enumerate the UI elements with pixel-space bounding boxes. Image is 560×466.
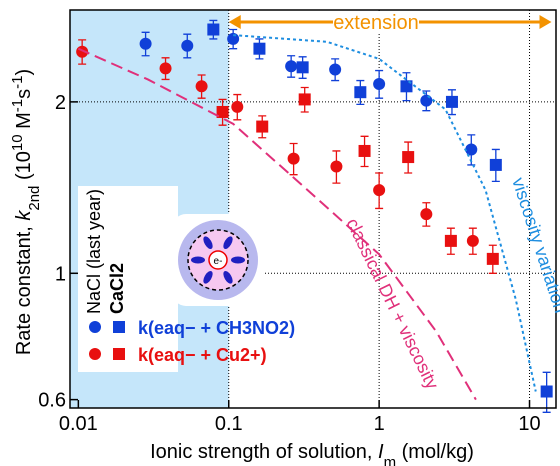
legend-marker <box>113 321 125 333</box>
fit-line <box>233 34 537 392</box>
x-tick-label: 10 <box>518 413 540 435</box>
data-point <box>373 184 386 197</box>
data-point <box>330 160 343 173</box>
fit-line <box>77 47 477 401</box>
y-tick-label: 2 <box>55 92 66 114</box>
data-point <box>486 252 499 265</box>
label-part: Ionic strength of solution, <box>150 441 378 463</box>
legend-marker <box>89 321 101 333</box>
data-point <box>159 62 172 75</box>
data-point <box>227 32 240 45</box>
label-part: I <box>378 441 384 463</box>
electron <box>208 250 228 270</box>
data-point <box>489 158 502 171</box>
data-point <box>373 78 386 91</box>
data-point <box>420 208 433 221</box>
data-point <box>139 37 152 50</box>
legend-label: k(eaq− + CH3NO2) <box>138 318 295 338</box>
annotation: classical DH + viscosity <box>342 215 442 392</box>
data-point <box>466 234 479 247</box>
data-point <box>465 143 478 156</box>
data-point <box>402 151 415 164</box>
label-part: s <box>13 89 35 99</box>
label-part: 10 <box>9 134 26 151</box>
data-point <box>445 95 458 108</box>
label-part: ) <box>13 69 35 76</box>
legend-column: CaCl2 <box>107 263 127 314</box>
water <box>231 256 245 264</box>
data-point <box>216 105 229 118</box>
label-part: 2nd <box>26 186 43 211</box>
data-point <box>444 234 457 247</box>
y-tick-label: 1 <box>55 263 66 285</box>
legend-column: NaCl (last year) <box>84 189 104 314</box>
data-point <box>400 80 413 93</box>
x-tick-label: 1 <box>374 413 385 435</box>
label-part: -1 <box>9 99 26 112</box>
water <box>203 236 213 249</box>
label-part: (mol/kg) <box>396 441 474 463</box>
data-point <box>231 100 244 113</box>
legend-label: k(eaq− + Cu2+) <box>138 345 267 365</box>
data-point <box>329 63 342 76</box>
inset-label: e- <box>214 256 223 267</box>
y-tick-label: 0.6 <box>38 390 66 412</box>
label-part: -1 <box>9 76 26 89</box>
label-part: M <box>13 112 35 134</box>
data-point <box>420 94 433 107</box>
data-point <box>354 86 367 99</box>
data-point <box>253 42 266 55</box>
data-point <box>287 152 300 165</box>
annotation: viscosity variation <box>508 175 560 315</box>
legend-background <box>78 186 178 372</box>
data-point <box>195 80 208 93</box>
data-point <box>540 385 553 398</box>
data-point <box>358 144 371 157</box>
legend-marker <box>89 348 101 360</box>
plot-frame <box>69 9 557 409</box>
data-point <box>256 120 269 133</box>
data-point <box>298 93 311 106</box>
x-tick-label: 0.1 <box>215 413 243 435</box>
water <box>203 271 213 284</box>
data-point <box>181 39 194 52</box>
extension-bg <box>333 11 419 33</box>
extension-label: extension <box>333 12 419 34</box>
x-axis-label: Ionic strength of solution, Im (mol/kg) <box>150 441 474 466</box>
data-point <box>285 60 298 73</box>
y-axis-label: Rate constant, k2nd (1010 M-1s-1) <box>9 69 43 355</box>
data-point <box>207 23 220 36</box>
legend-marker <box>113 348 125 360</box>
label-part: Rate constant, <box>13 221 35 356</box>
water <box>223 271 233 284</box>
label-part: k <box>13 210 35 221</box>
water <box>191 256 205 264</box>
water <box>223 236 233 249</box>
label-part: m <box>384 454 397 466</box>
x-tick-label: 0.01 <box>59 413 98 435</box>
label-part: (10 <box>13 151 35 185</box>
data-point <box>296 61 309 74</box>
